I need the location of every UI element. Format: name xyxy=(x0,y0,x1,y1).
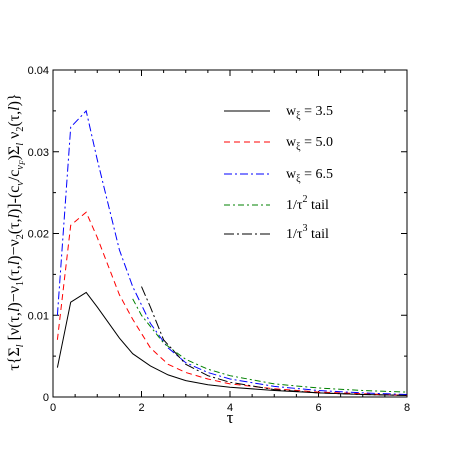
x-tick-label: 4 xyxy=(227,402,233,414)
x-axis-label: τ xyxy=(227,408,234,427)
legend-label-2: wξ = 6.5 xyxy=(286,167,333,185)
y-tick-label: 0.02 xyxy=(28,229,49,241)
x-tick-label: 0 xyxy=(50,402,56,414)
x-tick-label: 6 xyxy=(315,402,321,414)
axis-ticks: 0 2 4 6 8 0 0.01 0.02 0.03 0.04 xyxy=(28,65,410,414)
legend-label-1: wξ = 5.0 xyxy=(286,135,333,153)
svg-text:τ{Σl [ν(τ,l)−ν1(τ,l)−ν2(τ,l)]-: τ{Σl [ν(τ,l)−ν1(τ,l)−ν2(τ,l)]-(cv/cvF)Σl… xyxy=(6,93,27,370)
series-line-3 xyxy=(132,298,408,393)
series-line-1 xyxy=(56,211,408,396)
y-tick-label: 0.01 xyxy=(28,310,49,322)
y-tick-label: 0.03 xyxy=(28,147,49,159)
series-layer xyxy=(56,109,408,396)
x-tick-label: 2 xyxy=(138,402,144,414)
legend: wξ = 3.5 wξ = 5.0 wξ = 6.5 1/τ2 tail 1/τ… xyxy=(224,104,333,242)
legend-label-4: 1/τ3 tail xyxy=(286,223,329,242)
y-tick-label: 0.04 xyxy=(28,65,49,77)
x-tick-label: 8 xyxy=(404,402,410,414)
y-tick-label: 0 xyxy=(43,392,49,404)
series-line-2 xyxy=(56,109,408,395)
legend-label-3: 1/τ2 tail xyxy=(286,194,329,213)
legend-label-0: wξ = 3.5 xyxy=(286,104,333,122)
series-line-0 xyxy=(56,291,408,396)
series-line-4 xyxy=(141,286,408,396)
y-axis-label: τ{Σl [ν(τ,l)−ν1(τ,l)−ν2(τ,l)]-(cv/cvF)Σl… xyxy=(6,93,27,370)
